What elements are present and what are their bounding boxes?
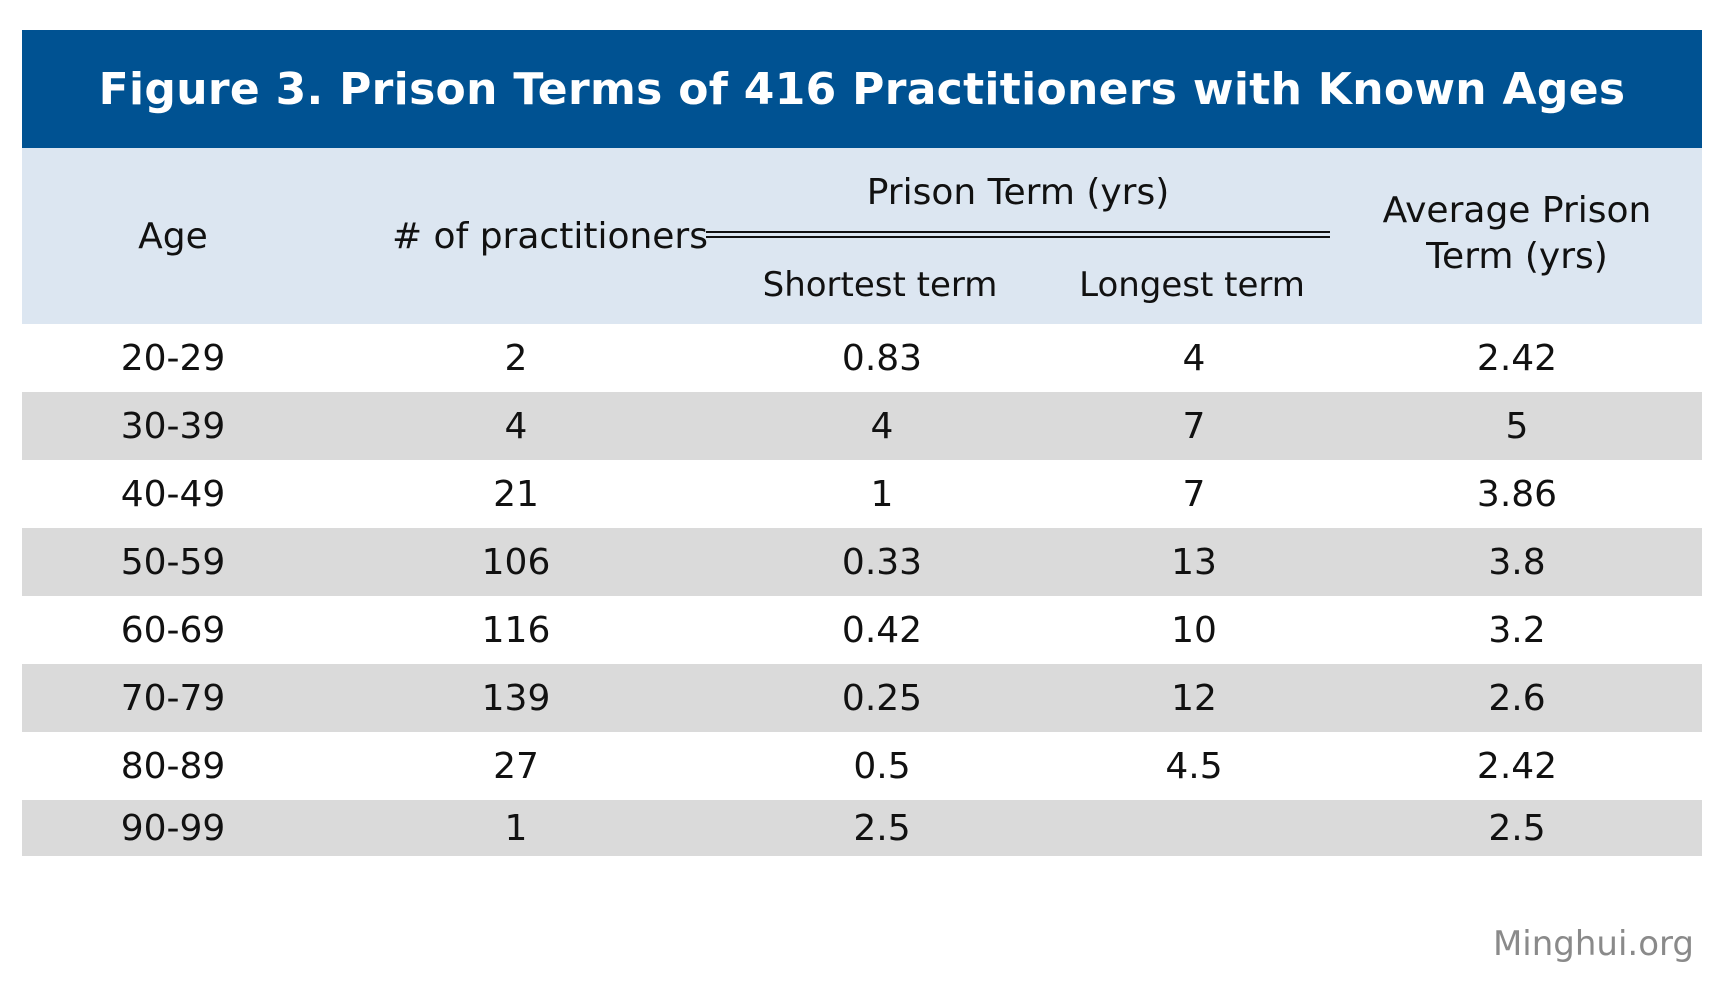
cell-shortest: 4	[870, 405, 894, 447]
cell-age: 40-49	[120, 473, 226, 515]
cell-count: 139	[481, 677, 551, 719]
table-title: Figure 3. Prison Terms of 416 Practition…	[22, 30, 1702, 148]
table-row: 90-99 1 2.5 2.5	[22, 800, 1702, 856]
cell-age: 60-69	[120, 609, 226, 651]
cell-average: 3.8	[1488, 541, 1546, 583]
cell-count: 27	[493, 745, 539, 787]
cell-count: 106	[481, 541, 551, 583]
table-row: 30-39 4 4 7 5	[22, 392, 1702, 460]
header-age: Age	[138, 216, 208, 257]
cell-shortest: 0.42	[841, 609, 923, 651]
cell-age: 70-79	[120, 677, 226, 719]
cell-count: 1	[504, 807, 528, 849]
cell-count: 116	[481, 609, 551, 651]
table-row: 70-79 139 0.25 12 2.6	[22, 664, 1702, 732]
cell-shortest: 0.33	[841, 541, 923, 583]
cell-age: 20-29	[120, 337, 226, 379]
cell-count: 4	[504, 405, 528, 447]
table-row: 50-59 106 0.33 13 3.8	[22, 528, 1702, 596]
table-body: 20-29 2 0.83 4 2.42 30-39 4 4 7 5 40-49 …	[22, 324, 1702, 856]
table-row: 60-69 116 0.42 10 3.2	[22, 596, 1702, 664]
cell-count: 2	[504, 337, 528, 379]
cell-longest: 7	[1182, 473, 1206, 515]
cell-average: 2.42	[1476, 745, 1558, 787]
cell-average: 2.42	[1476, 337, 1558, 379]
cell-average: 2.5	[1488, 807, 1546, 849]
table-row: 20-29 2 0.83 4 2.42	[22, 324, 1702, 392]
header-prison-term: Prison Term (yrs)	[866, 172, 1170, 213]
cell-age: 30-39	[120, 405, 226, 447]
cell-average: 5	[1505, 405, 1529, 447]
cell-shortest: 0.25	[841, 677, 923, 719]
cell-average: 2.6	[1488, 677, 1546, 719]
cell-longest: 10	[1171, 609, 1217, 651]
cell-shortest: 0.83	[841, 337, 923, 379]
header-longest-term: Longest term	[1079, 265, 1305, 305]
cell-longest: 4.5	[1165, 745, 1223, 787]
table-row: 80-89 27 0.5 4.5 2.42	[22, 732, 1702, 800]
cell-average: 3.2	[1488, 609, 1546, 651]
cell-age: 80-89	[120, 745, 226, 787]
cell-age: 90-99	[120, 807, 226, 849]
header-average-term: Average Prison Term (yrs)	[1332, 188, 1702, 280]
header-average-term-line1: Average Prison	[1382, 190, 1652, 231]
cell-longest: 7	[1182, 405, 1206, 447]
table-row: 40-49 21 1 7 3.86	[22, 460, 1702, 528]
cell-age: 50-59	[120, 541, 226, 583]
header-shortest-term: Shortest term	[762, 265, 998, 305]
header-practitioner-count: # of practitioners	[391, 216, 708, 257]
cell-shortest: 0.5	[853, 745, 911, 787]
header-divider	[706, 231, 1330, 238]
cell-longest: 12	[1171, 677, 1217, 719]
header-average-term-line2: Term (yrs)	[1426, 236, 1608, 277]
cell-longest: 4	[1182, 337, 1206, 379]
cell-count: 21	[493, 473, 539, 515]
cell-shortest: 1	[870, 473, 894, 515]
cell-longest: 13	[1171, 541, 1217, 583]
cell-shortest: 2.5	[853, 807, 911, 849]
source-credit: Minghui.org	[1492, 924, 1694, 964]
cell-average: 3.86	[1476, 473, 1558, 515]
